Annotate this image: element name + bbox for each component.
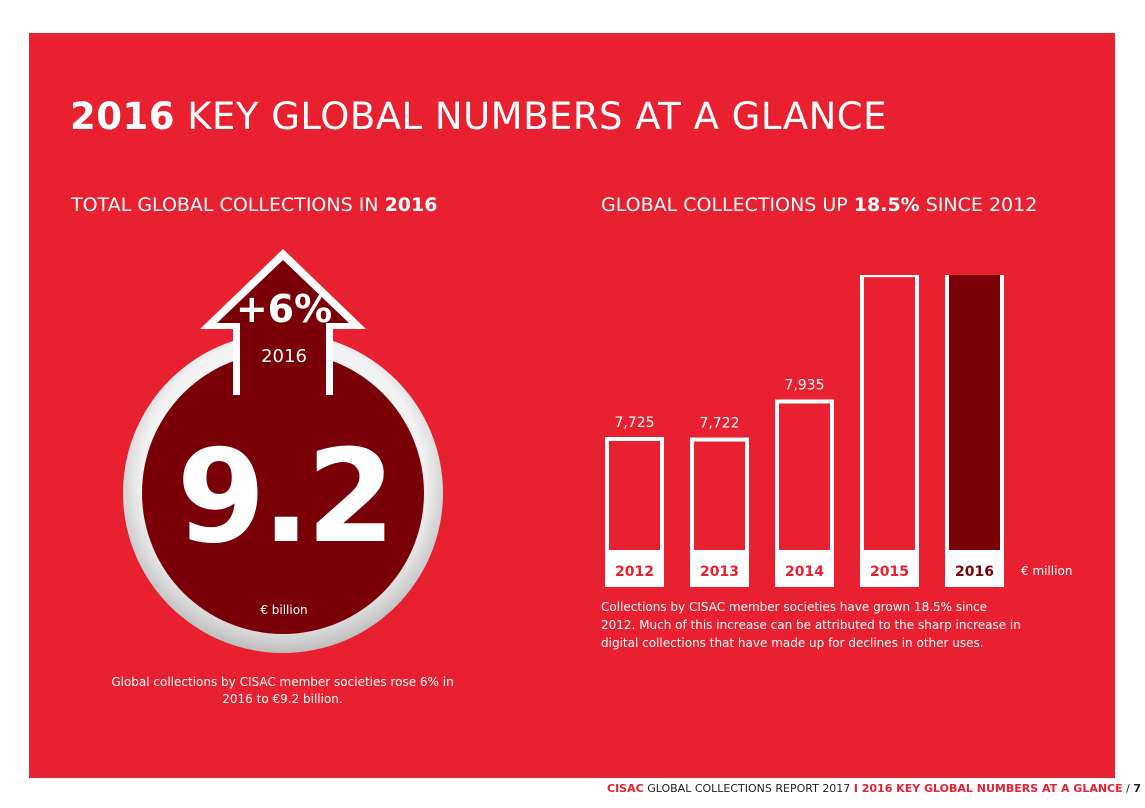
right-section-heading: GLOBAL COLLECTIONS UP 18.5% SINCE 2012 (601, 194, 1037, 216)
chart-unit-label: € million (1021, 564, 1073, 578)
right-heading-rest: SINCE 2012 (919, 194, 1038, 216)
x-tick-label: 2015 (870, 564, 909, 580)
right-caption: Collections by CISAC member societies ha… (601, 600, 1021, 650)
footer-brand: CISAC (607, 782, 644, 795)
x-tick-label: 2012 (615, 564, 654, 580)
bar-label-band-2016 (947, 550, 1002, 585)
bar-label-band-2012 (607, 550, 662, 585)
title-year: 2016 (70, 95, 175, 138)
bar-2015 (860, 275, 919, 587)
data-label: 7,935 (784, 377, 824, 393)
right-heading-text: GLOBAL COLLECTIONS UP (601, 194, 854, 216)
footer-report: GLOBAL COLLECTIONS REPORT 2017 (643, 782, 854, 795)
x-tick-label: 2013 (700, 564, 739, 580)
billion-unit-label: € billion (260, 603, 308, 617)
footer-page-sep: / (1122, 782, 1134, 795)
collections-bar-chart: 20127,72520137,72220147,93520158,6422016… (605, 275, 1004, 587)
growth-year: 2016 (261, 346, 307, 367)
bar-label-band-2014 (777, 550, 832, 585)
growth-arrow-circle-graphic (123, 249, 443, 653)
circle-inner (142, 352, 424, 634)
footer-separator: I (853, 782, 858, 795)
bar-2016 (945, 275, 1004, 587)
footer-page-number: 7 (1133, 782, 1141, 795)
x-tick-label: 2014 (785, 564, 824, 580)
title-rest: KEY GLOBAL NUMBERS AT A GLANCE (174, 95, 888, 138)
data-label: 7,725 (614, 415, 654, 431)
arrow-up-icon (217, 260, 349, 405)
total-collections-value: 9.2 (176, 423, 396, 572)
left-caption: Global collections by CISAC member socie… (111, 675, 454, 706)
page-title: 2016 KEY GLOBAL NUMBERS AT A GLANCE (70, 95, 887, 138)
bar-label-band-2013 (692, 550, 747, 585)
left-heading-year: 2016 (384, 194, 438, 216)
data-label: 7,722 (699, 416, 739, 432)
bar-label-band-2015 (862, 550, 917, 585)
left-section-heading: TOTAL GLOBAL COLLECTIONS IN 2016 (71, 194, 437, 216)
page-footer: CISAC GLOBAL COLLECTIONS REPORT 2017 I 2… (607, 782, 1141, 795)
x-tick-label: 2016 (955, 564, 994, 580)
footer-section: 2016 KEY GLOBAL NUMBERS AT A GLANCE (857, 782, 1123, 795)
growth-percent: +6% (235, 287, 333, 331)
left-heading-text: TOTAL GLOBAL COLLECTIONS IN (71, 194, 385, 216)
right-heading-pct: 18.5% (853, 194, 920, 216)
